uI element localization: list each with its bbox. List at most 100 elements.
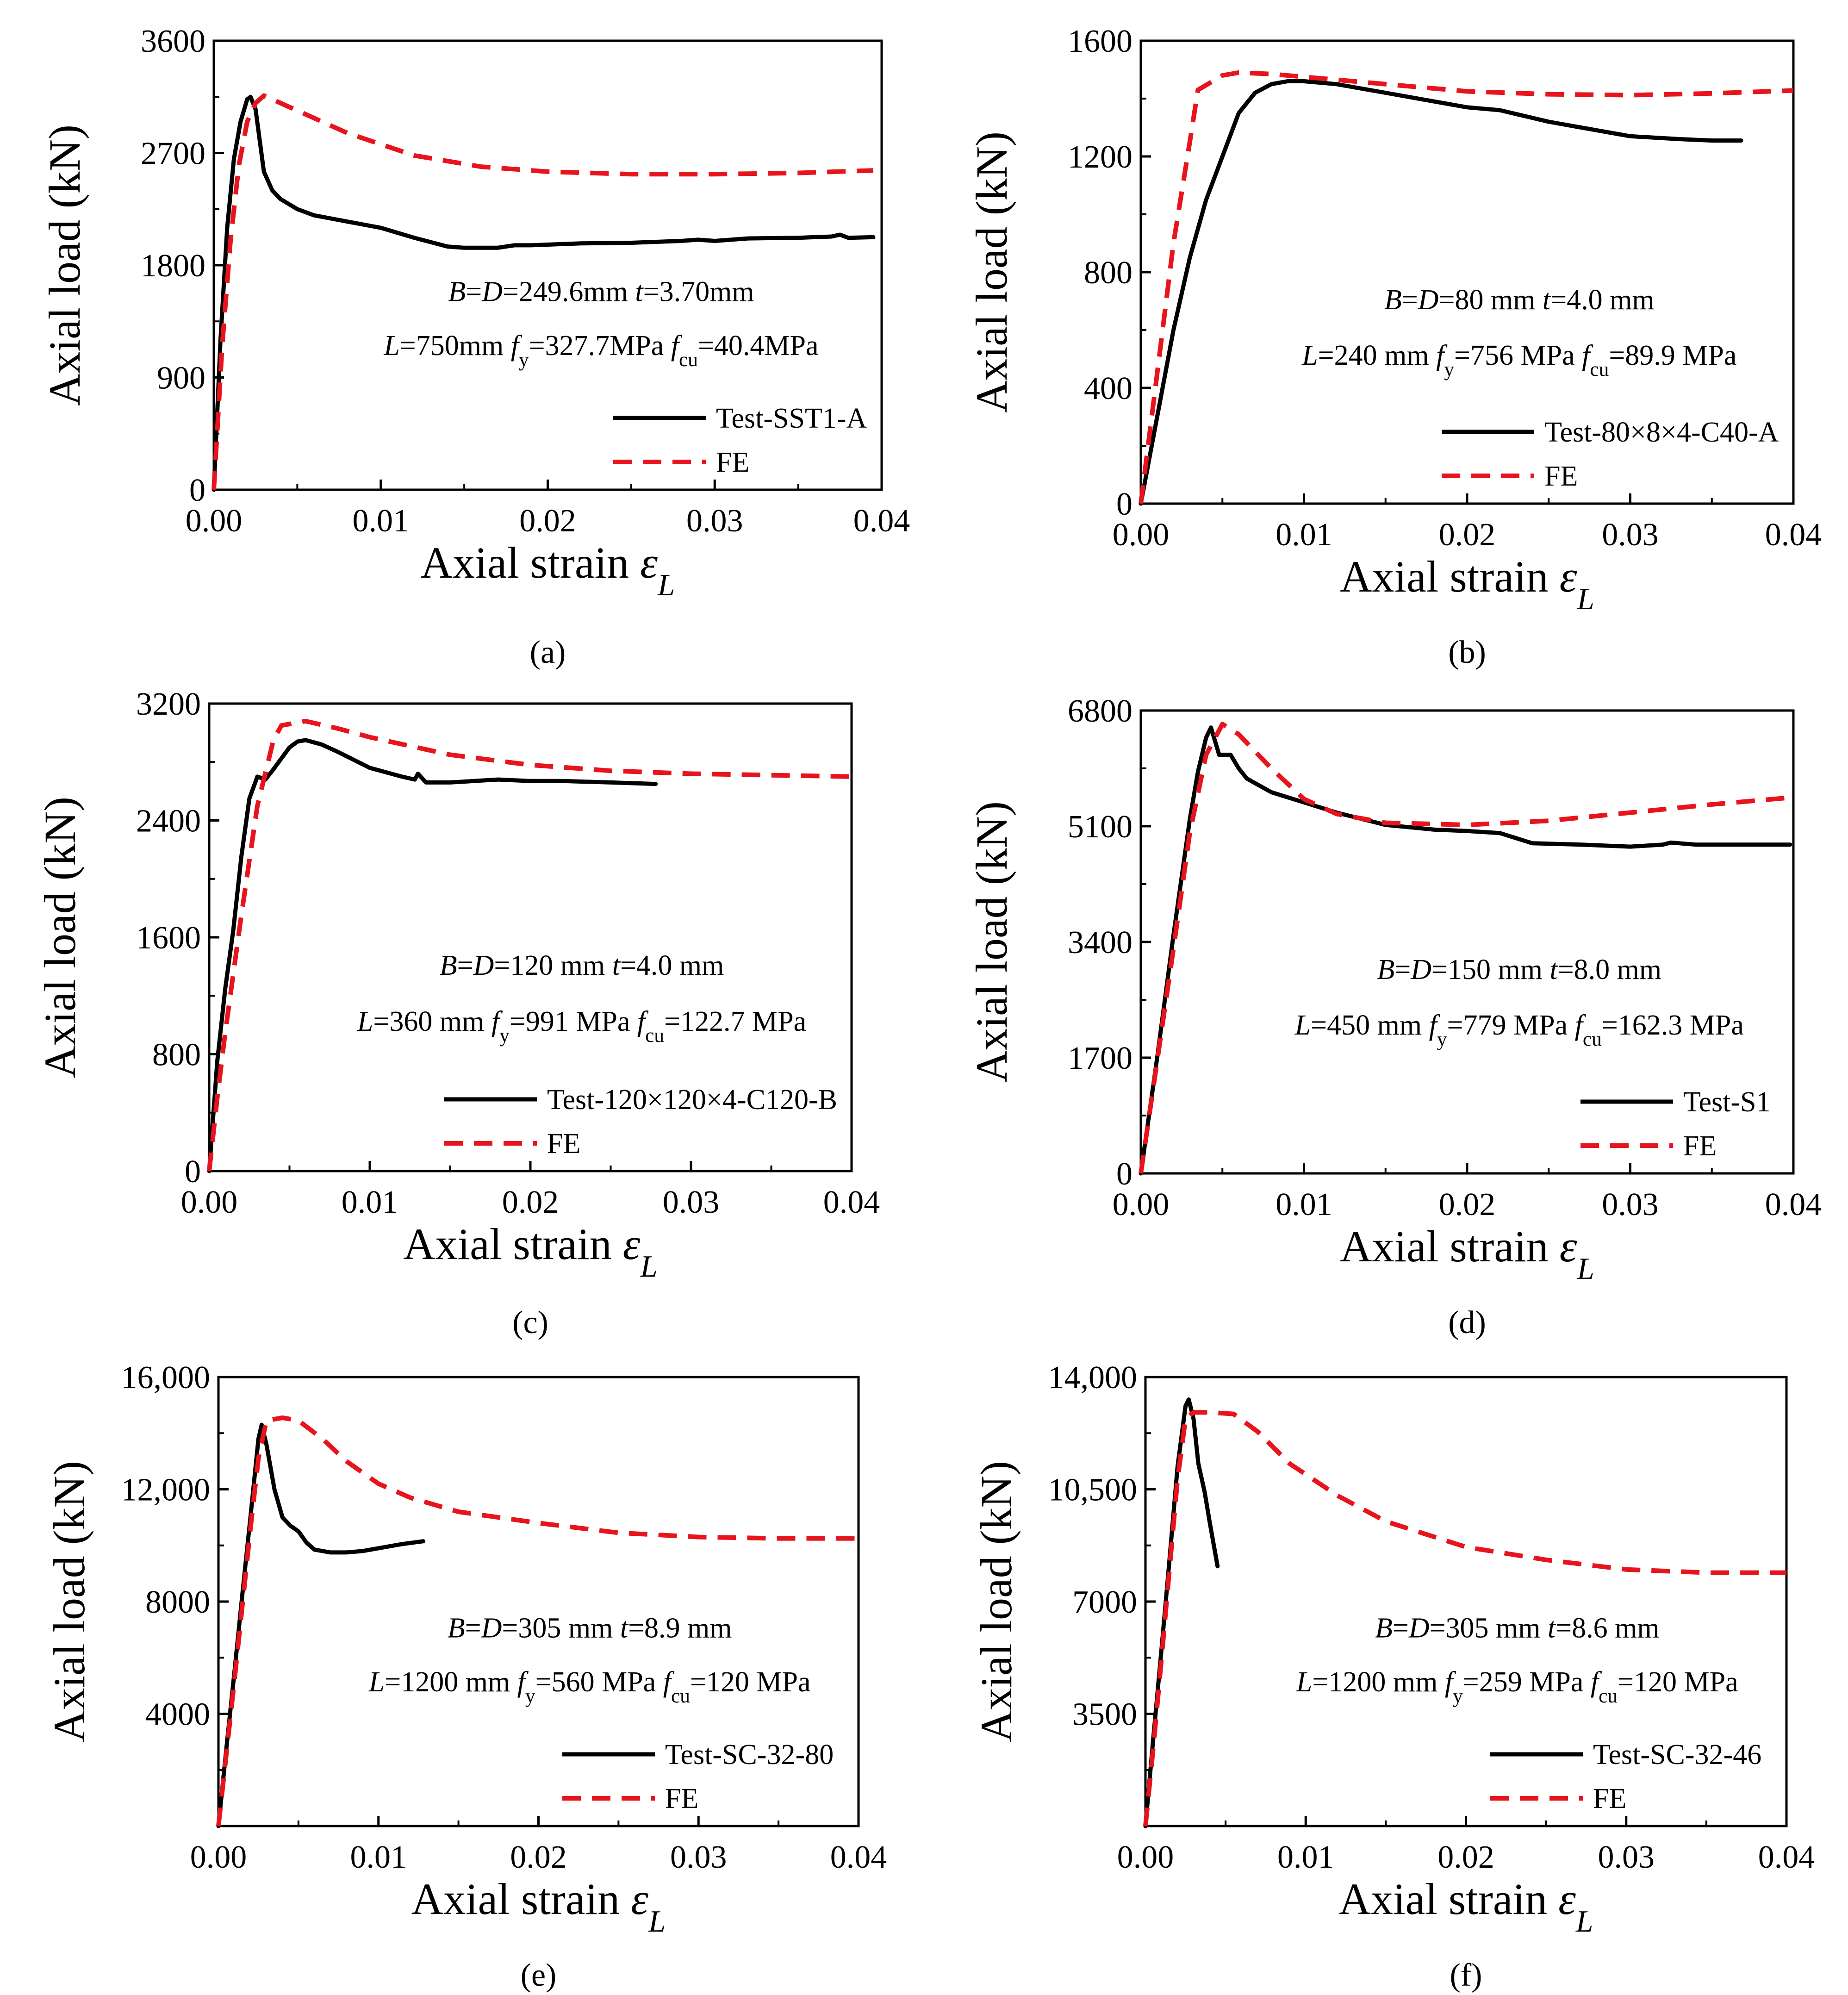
legend-label-test: Test-SC-32-80 [665,1739,834,1771]
y-tick-label: 12,000 [121,1472,211,1508]
x-tick-label: 0.01 [353,503,410,539]
chart-panel-e: 0.00 0.01 0.02 0.03 0.04 4000 8000 12,000 16,000… [44,1360,887,1993]
series-line-test [212,94,876,492]
x-axis-title: Axial strain εL [1340,552,1594,616]
legend-label-fe: FE [665,1783,698,1814]
y-tick-label: 7000 [1072,1584,1137,1620]
panel-caption: (f) [1450,1958,1482,1993]
specimen-dimensions: B=D=150 mm t=8.0 mm [1377,954,1661,985]
x-tick-label: 0.04 [853,503,910,539]
specimen-dimensions: B=D=120 mm t=4.0 mm [440,950,724,981]
x-tick-label: 0.04 [1758,1839,1815,1875]
specimen-dimensions: B=D=305 mm t=8.9 mm [448,1613,732,1644]
series-line-fe [207,718,852,1172]
specimen-properties: L=450 mm fy=779 MPa fcu=162.3 MPa [1294,1010,1744,1050]
x-tick-label: 0.00 [181,1185,238,1220]
y-tick-label: 3600 [141,24,205,59]
y-tick-label: 3500 [1072,1697,1137,1733]
y-tick-label: 800 [152,1037,201,1073]
y-tick-label: 1600 [136,920,201,956]
series-line-fe [1143,1410,1786,1827]
x-tick-label: 0.02 [1437,1839,1494,1875]
x-tick-label: 0.04 [1765,1187,1822,1222]
y-tick-label: 4000 [145,1697,210,1733]
specimen-properties: L=1200 mm fy=259 MPa fcu=120 MPa [1296,1666,1738,1707]
x-axis-title: Axial strain εL [421,538,675,602]
y-tick-label: 5100 [1068,809,1132,845]
y-tick-label: 6800 [1068,693,1132,729]
x-tick-label: 0.03 [1602,517,1659,553]
x-tick-label: 0.00 [1113,1187,1170,1222]
x-tick-label: 0.00 [186,503,243,539]
x-axis-title: Axial strain εL [411,1874,666,1939]
specimen-dimensions: B=D=305 mm t=8.6 mm [1375,1613,1660,1644]
panel-caption: (d) [1448,1305,1486,1340]
y-tick-label: 400 [1084,371,1132,406]
series-line-test [1139,725,1792,1176]
legend-label-fe: FE [1683,1130,1717,1162]
y-tick-label: 2700 [141,136,205,172]
specimen-dimensions: B=D=249.6mm t=3.70mm [448,276,754,308]
series-line-fe [1139,70,1794,504]
y-tick-label: 8000 [145,1584,210,1620]
series-line-fe [1139,722,1791,1174]
chart-panel-f: 0.00 0.01 0.02 0.03 0.04 3500 7000 10,500 14,000… [971,1360,1815,1993]
x-tick-label: 0.04 [830,1839,887,1875]
y-tick-label: 16,000 [121,1360,211,1396]
specimen-dimensions: B=D=80 mm t=4.0 mm [1384,284,1655,316]
legend-label-test: Test-S1 [1683,1086,1771,1118]
x-tick-label: 0.00 [1113,517,1170,553]
x-tick-label: 0.01 [1277,1839,1334,1875]
chart-panel-d: 0.00 0.01 0.02 0.03 0.04 0 1700 3400 5100 6800 Axi… [967,693,1822,1340]
x-tick-label: 0.02 [502,1185,559,1220]
x-axis-title: Axial strain εL [1340,1222,1594,1286]
y-axis-title: Axial load (kN) [967,801,1016,1083]
series-line-test [207,738,658,1173]
x-tick-label: 0.01 [1276,1187,1332,1222]
x-tick-label: 0.02 [1439,517,1496,553]
y-tick-label: 0 [1116,486,1132,522]
y-tick-label: 2400 [136,804,201,839]
x-tick-label: 0.03 [1602,1187,1659,1222]
y-axis-title: Axial load (kN) [44,1461,94,1742]
y-tick-label: 800 [1084,255,1132,291]
legend-label-fe: FE [1544,461,1578,492]
panel-caption: (e) [521,1958,557,1993]
y-axis-title: Axial load (kN) [35,797,85,1078]
x-tick-label: 0.03 [663,1185,720,1220]
x-tick-label: 0.01 [1276,517,1332,553]
legend-label-fe: FE [1593,1783,1626,1814]
y-tick-label: 0 [189,473,205,508]
panel-caption: (b) [1448,635,1486,670]
y-tick-label: 0 [185,1154,201,1190]
x-tick-label: 0.01 [342,1185,398,1220]
chart-panel-a: 0.00 0.01 0.02 0.03 0.04 0 900 1800 2700 3600 Axia… [40,24,910,670]
chart-panel-b: 0.00 0.01 0.02 0.03 0.04 0 400 800 1200 1600 Axial… [967,24,1822,670]
x-axis-title: Axial strain εL [1339,1874,1593,1939]
x-tick-label: 0.02 [510,1839,567,1875]
y-tick-label: 0 [1116,1156,1132,1192]
legend-label-fe: FE [547,1128,580,1160]
y-tick-label: 3200 [136,686,201,722]
x-axis-title: Axial strain εL [403,1219,658,1284]
panel-caption: (a) [530,635,566,670]
specimen-properties: L=750mm fy=327.7MPa fcu=40.4MPa [383,330,818,371]
x-tick-label: 0.04 [823,1185,880,1220]
x-tick-label: 0.03 [1598,1839,1655,1875]
specimen-properties: L=360 mm fy=991 MPa fcu=122.7 MPa [357,1006,806,1047]
specimen-properties: L=240 mm fy=756 MPa fcu=89.9 MPa [1301,340,1736,380]
y-axis-title: Axial load (kN) [971,1461,1021,1742]
x-tick-label: 0.03 [670,1839,727,1875]
series-line-fe [216,1415,859,1827]
panel-caption: (c) [512,1305,548,1340]
legend-label-test: Test-SST1-A [716,403,867,434]
x-tick-label: 0.01 [350,1839,407,1875]
legend-label-test: Test-120×120×4-C120-B [547,1084,837,1116]
x-tick-label: 0.00 [190,1839,247,1875]
y-tick-label: 14,000 [1048,1360,1138,1396]
legend-label-test: Test-SC-32-46 [1593,1739,1761,1771]
y-tick-label: 1200 [1068,139,1132,175]
y-axis-title: Axial load (kN) [40,125,89,406]
x-tick-label: 0.03 [686,503,743,539]
